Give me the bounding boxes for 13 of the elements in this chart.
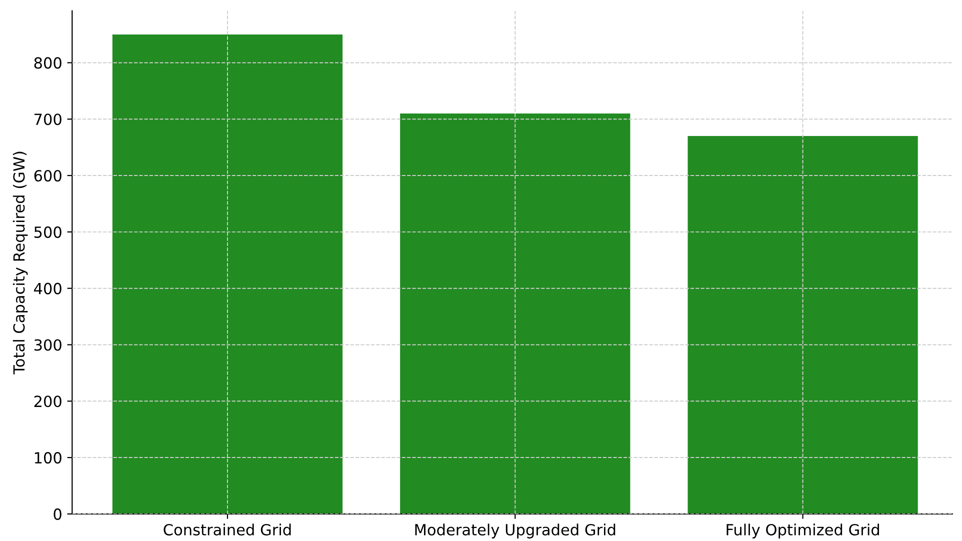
y-axis-title: Total Capacity Required (GW)	[12, 152, 28, 374]
y-tick-label: 500	[34, 226, 62, 238]
y-tick-label: 200	[34, 396, 62, 408]
y-tick-label: 600	[34, 170, 62, 182]
y-tick-label: 700	[34, 114, 62, 126]
x-tick-label: Fully Optimized Grid	[726, 524, 879, 538]
y-tick-label: 800	[34, 57, 62, 69]
y-tick-label: 100	[34, 452, 62, 464]
x-tick-label: Constrained Grid	[164, 524, 291, 536]
y-tick-label: 300	[34, 339, 62, 351]
x-tick-label: Moderately Upgraded Grid	[415, 524, 616, 538]
y-tick-label: 400	[34, 282, 62, 294]
y-tick-label: 0	[54, 508, 62, 520]
